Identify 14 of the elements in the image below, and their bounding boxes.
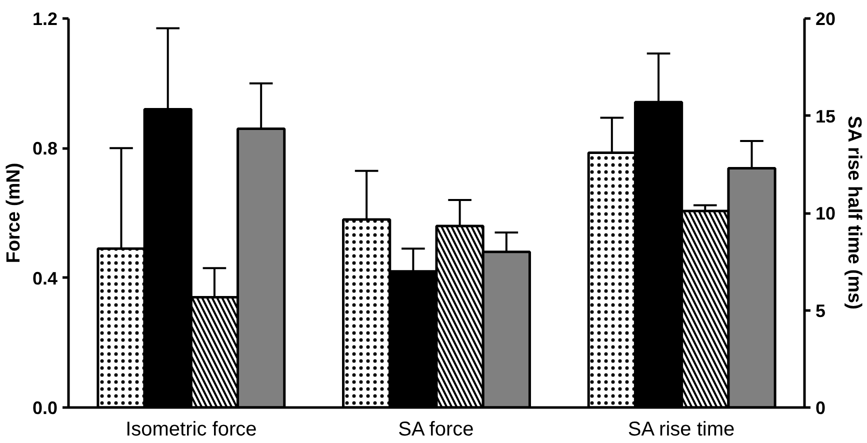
y-tick-label: 1.2 [32, 9, 58, 29]
y2-tick-label: 15 [816, 106, 836, 126]
y2-tick-label: 5 [816, 300, 826, 321]
y2-tick-label: 0 [816, 398, 826, 418]
y-tick-label: 0.4 [32, 268, 58, 288]
y2-tick-label: 20 [816, 9, 836, 29]
y2-axis-title: SA rise half time (ms) [844, 116, 865, 310]
x-tick-label: SA force [398, 418, 474, 440]
x-tick-label: SA rise time [628, 418, 735, 440]
y2-tick-label: 10 [816, 204, 836, 224]
x-tick-label: Isometric force [126, 418, 257, 440]
y-axis-title: Force (mN) [3, 162, 24, 264]
y-tick-label: 0.8 [32, 138, 58, 159]
y-tick-label: 0.0 [32, 398, 58, 418]
